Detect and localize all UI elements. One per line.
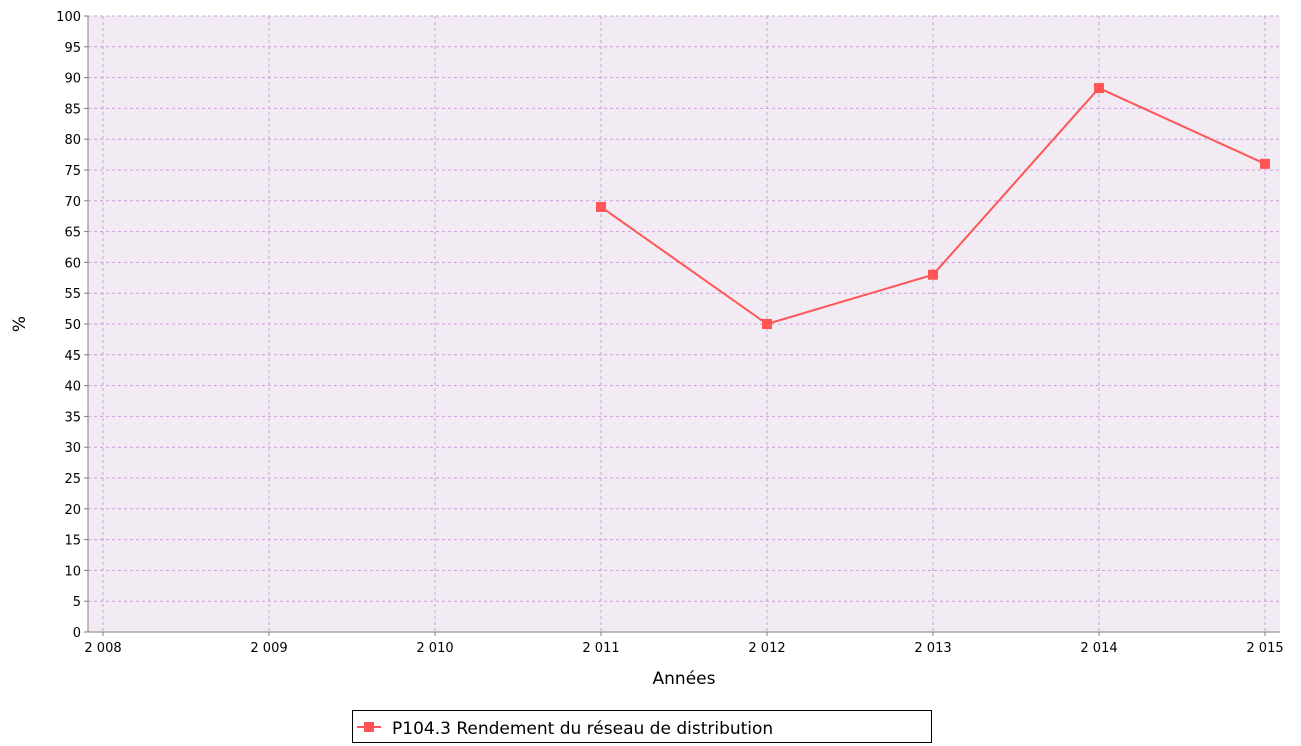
y-tick-label: 45	[64, 349, 81, 364]
y-tick-label: 50	[64, 318, 81, 333]
data-point	[1260, 158, 1270, 169]
y-tick-label: 20	[64, 503, 81, 518]
x-tick-label: 2 013	[914, 641, 951, 656]
y-tick-label: 65	[64, 226, 81, 241]
x-tick-label: 2 014	[1080, 641, 1117, 656]
y-axis-title: %	[10, 316, 30, 332]
x-tick-label: 2 009	[250, 641, 287, 656]
x-tick-label: 2 015	[1246, 641, 1283, 656]
x-tick-label: 2 010	[416, 641, 453, 656]
data-point	[762, 319, 772, 329]
y-tick-label: 60	[64, 256, 81, 271]
y-tick-label: 25	[64, 472, 81, 487]
y-tick-label: 90	[64, 72, 81, 87]
y-tick-label: 30	[64, 441, 81, 456]
x-tick-label: 2 008	[84, 641, 121, 656]
data-point	[1094, 83, 1104, 94]
y-tick-label: 55	[64, 287, 81, 302]
x-axis-title: Années	[653, 669, 716, 689]
y-tick-label: 70	[64, 195, 81, 210]
grid-lines	[88, 15, 1280, 632]
data-point	[596, 201, 606, 212]
y-tick-label: 15	[64, 534, 81, 549]
y-tick-label: 80	[64, 133, 81, 148]
legend-marker-swatch	[364, 722, 374, 732]
legend: P104.3 Rendement du réseau de distributi…	[352, 710, 932, 743]
x-tick-label: 2 012	[748, 641, 785, 656]
y-tick-label: 40	[64, 380, 81, 395]
data-point	[928, 269, 938, 280]
series-layer	[596, 83, 1270, 329]
x-tick-label: 2 011	[582, 641, 619, 656]
legend-box	[352, 710, 932, 743]
y-tick-label: 75	[64, 164, 81, 179]
y-tick-label: 95	[64, 41, 81, 56]
y-tick-label: 0	[73, 626, 81, 641]
y-tick-label: 85	[64, 102, 81, 117]
y-tick-label: 35	[64, 410, 81, 425]
y-tick-label: 100	[56, 10, 81, 25]
x-axis-ticks: 2 008 2 009 2 010 2 011 2 012 2 013 2 014 2 015	[84, 632, 1284, 656]
y-tick-label: 10	[64, 564, 81, 579]
y-axis-ticks: 0 5 10 15 20 25 30 35 40 45 50 55 60 65 70 75 80 85 90 95 10…	[56, 10, 88, 641]
y-tick-label: 5	[73, 595, 81, 610]
legend-label: P104.3 Rendement du réseau de distributi…	[392, 719, 773, 739]
